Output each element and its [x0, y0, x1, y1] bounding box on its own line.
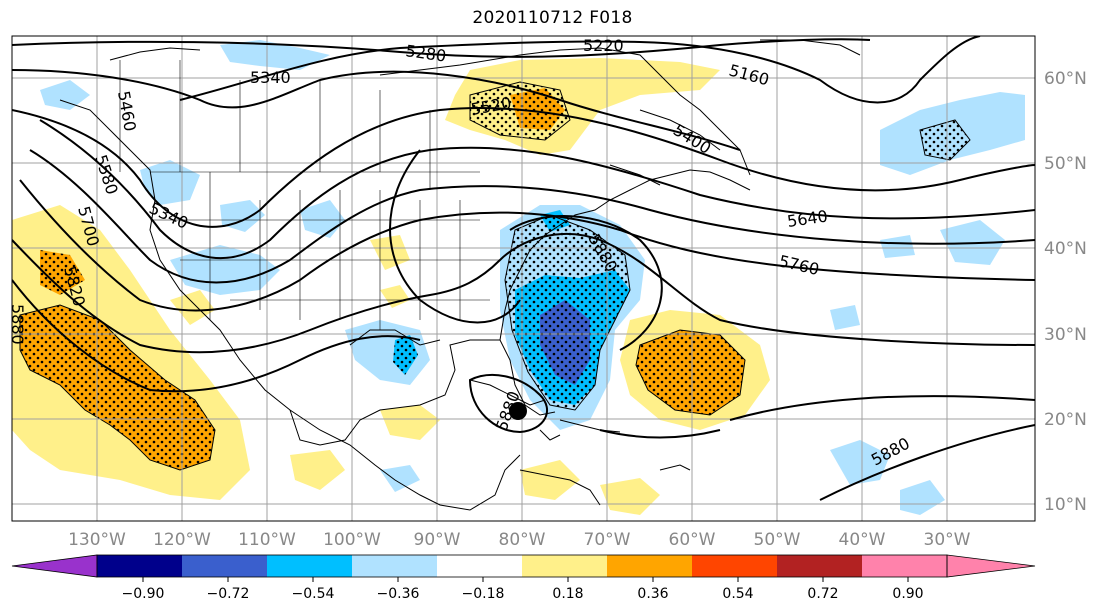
- colorbar-tick-label: −0.54: [292, 586, 335, 602]
- colorbar-extend-high: [946, 554, 1036, 578]
- lon-label: 80°W: [499, 530, 546, 550]
- lat-label: 50°N: [1044, 154, 1087, 174]
- colorbar-swatch: [97, 555, 182, 577]
- map-frame: [11, 35, 1036, 522]
- colorbar-swatch: [267, 555, 352, 577]
- lat-label: 60°N: [1044, 69, 1087, 89]
- colorbar-extend-low: [11, 554, 98, 578]
- state-borders: [119, 60, 500, 330]
- map-title: 2020110712 F018: [472, 8, 633, 28]
- lon-label: 60°W: [669, 530, 716, 550]
- colorbar-swatch: [607, 555, 692, 577]
- lat-label: 20°N: [1044, 410, 1087, 430]
- colorbar-swatch: [522, 555, 607, 577]
- colorbar-tick-label: 0.90: [892, 586, 923, 602]
- latitude-labels: 60°N 50°N 40°N 30°N 20°N 10°N: [1044, 69, 1087, 515]
- lon-label: 50°W: [754, 530, 801, 550]
- lon-label: 30°W: [924, 530, 971, 550]
- lat-label: 40°N: [1044, 239, 1087, 259]
- storm-center-dot: [509, 402, 527, 420]
- colorbar-tick-label: −0.90: [122, 586, 165, 602]
- colorbar-tick-label: 0.72: [807, 586, 838, 602]
- lon-label: 90°W: [414, 530, 461, 550]
- colorbar-tick-label: 0.18: [552, 586, 583, 602]
- lat-label: 10°N: [1044, 495, 1087, 515]
- colorbar-tick-label: −0.36: [377, 586, 420, 602]
- colorbar-swatch: [692, 555, 777, 577]
- colorbar-tick-label: 0.36: [637, 586, 668, 602]
- colorbar-swatch: [862, 555, 947, 577]
- lon-label: 100°W: [323, 530, 381, 550]
- lon-label: 130°W: [68, 530, 126, 550]
- colorbar-swatch: [352, 555, 437, 577]
- lon-label: 110°W: [238, 530, 296, 550]
- longitude-labels: 130°W 120°W 110°W 100°W 90°W 80°W 70°W 6…: [68, 530, 971, 550]
- colorbar-swatch: [182, 555, 267, 577]
- colorbar-tick-label: −0.72: [207, 586, 250, 602]
- colorbar-tick-label: −0.18: [462, 586, 505, 602]
- contour-label: 5880: [8, 304, 27, 345]
- contour-label: 5220: [583, 36, 624, 55]
- contour-label: 5340: [250, 68, 291, 87]
- height-contours: [12, 36, 1035, 501]
- coastlines: [59, 39, 861, 511]
- lon-label: 70°W: [584, 530, 631, 550]
- lat-label: 30°N: [1044, 325, 1087, 345]
- anomaly-shading: [12, 40, 1025, 515]
- colorbar-tick-label: 0.54: [722, 586, 753, 602]
- colorbar-swatch: [777, 555, 862, 577]
- lon-label: 120°W: [153, 530, 211, 550]
- colorbar: −0.90 −0.72 −0.54 −0.36 −0.18 0.18 0.36 …: [11, 554, 1036, 602]
- colorbar-swatch: [437, 555, 522, 577]
- lon-label: 40°W: [839, 530, 886, 550]
